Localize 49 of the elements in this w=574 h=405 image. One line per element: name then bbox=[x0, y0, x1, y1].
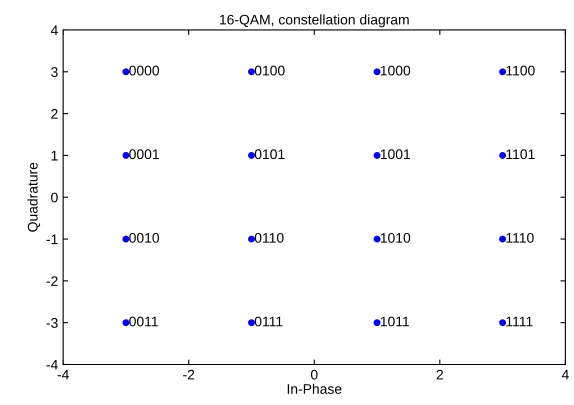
annotation: 1000 bbox=[380, 66, 410, 76]
point bbox=[374, 152, 381, 159]
point bbox=[374, 319, 381, 326]
chart-title: 16-QAM, constellation diagram bbox=[220, 14, 409, 28]
annotation: 0011 bbox=[129, 316, 158, 326]
annotation: 1011 bbox=[380, 316, 410, 326]
point bbox=[374, 68, 381, 76]
x-tick-label: -4 bbox=[58, 370, 69, 380]
y-tick-label: -4 bbox=[46, 360, 58, 370]
annotation: 0000 bbox=[129, 66, 160, 76]
point bbox=[122, 152, 130, 159]
annotation: 0100 bbox=[254, 66, 285, 76]
point bbox=[499, 152, 506, 159]
point bbox=[499, 236, 506, 243]
point bbox=[248, 152, 255, 159]
point bbox=[499, 319, 506, 326]
y-tick-label: 2 bbox=[51, 108, 58, 119]
x-tick-label: 2 bbox=[436, 370, 443, 380]
x-tick-label: 0 bbox=[310, 370, 318, 380]
annotation: 1010 bbox=[380, 232, 410, 243]
y-axis-title: Quadrature bbox=[27, 162, 40, 232]
annotation: 0010 bbox=[129, 232, 160, 243]
y-tick-label: 0 bbox=[51, 192, 58, 202]
point bbox=[122, 319, 130, 326]
y-tick-label: 3 bbox=[51, 67, 58, 77]
point bbox=[374, 236, 381, 243]
annotation: 1100 bbox=[506, 66, 535, 76]
point bbox=[122, 68, 130, 76]
point bbox=[248, 319, 255, 326]
y-tick-label: -3 bbox=[46, 318, 58, 328]
point bbox=[248, 68, 255, 76]
annotation: 1111 bbox=[506, 316, 533, 326]
annotation: 0001 bbox=[129, 149, 159, 160]
y-tick-label: 4 bbox=[50, 25, 58, 36]
annotation: 1110 bbox=[506, 232, 534, 243]
y-tick-label: -1 bbox=[46, 234, 58, 244]
x-tick-label: 4 bbox=[562, 370, 569, 380]
annotation: 1001 bbox=[380, 149, 410, 160]
y-tick-label: -2 bbox=[46, 276, 58, 286]
y-tick-label: 1 bbox=[52, 150, 58, 160]
point bbox=[122, 236, 130, 243]
annotation: 0101 bbox=[254, 149, 284, 160]
annotation: 0110 bbox=[254, 232, 284, 243]
annotation: 1101 bbox=[506, 149, 535, 160]
x-tick-label: -2 bbox=[183, 370, 194, 380]
point bbox=[248, 236, 255, 243]
x-axis-title: In-Phase bbox=[288, 384, 342, 394]
point bbox=[499, 68, 506, 76]
annotation: 0111 bbox=[254, 316, 282, 326]
